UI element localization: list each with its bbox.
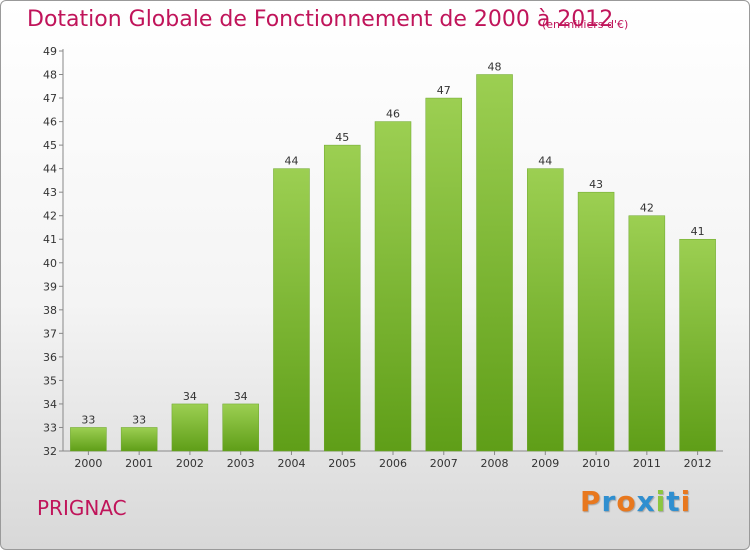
logo-letter: t (666, 485, 681, 518)
bar (70, 427, 107, 452)
chart-bars (70, 74, 716, 452)
bar (222, 403, 259, 452)
bar (425, 97, 463, 452)
bar (679, 238, 716, 452)
x-tick-label: 2003 (227, 457, 255, 470)
y-tick-label: 35 (43, 374, 57, 387)
x-tick-label: 2012 (684, 457, 712, 470)
y-tick-label: 32 (43, 445, 57, 458)
bar (628, 215, 666, 452)
bar-value-label: 41 (691, 225, 705, 238)
bar (171, 403, 209, 452)
y-tick-label: 34 (43, 398, 57, 411)
y-tick-label: 45 (43, 139, 57, 152)
commune-name: PRIGNAC (37, 496, 127, 520)
proxiti-logo[interactable]: Proxiti (580, 485, 691, 518)
bar (374, 121, 412, 452)
y-tick-label: 47 (43, 92, 57, 105)
bar (527, 168, 564, 452)
bar (323, 144, 361, 452)
y-tick-label: 41 (43, 233, 57, 246)
bar-value-label: 43 (589, 178, 603, 191)
y-tick-label: 38 (43, 304, 57, 317)
x-tick-label: 2010 (582, 457, 610, 470)
bar-value-label: 44 (284, 155, 298, 168)
bar (120, 427, 158, 452)
x-tick-label: 2011 (633, 457, 661, 470)
chart-subtitle: (en milliers d'€) (542, 18, 629, 31)
chart-title: Dotation Globale de Fonctionnement de 20… (27, 7, 614, 32)
x-tick-label: 2006 (379, 457, 407, 470)
bar-value-label: 45 (335, 131, 349, 144)
y-tick-label: 43 (43, 186, 57, 199)
y-tick-label: 39 (43, 280, 57, 293)
bar-value-label: 33 (132, 413, 146, 426)
bar-value-label: 33 (81, 413, 95, 426)
bar-value-label: 34 (183, 390, 197, 403)
x-tick-label: 2009 (531, 457, 559, 470)
x-tick-label: 2007 (430, 457, 458, 470)
y-tick-label: 40 (43, 257, 57, 270)
chart-labels: 2000 33 2001 33 2002 34 2003 34 2004 44 2005 45 2006… (74, 61, 711, 470)
x-tick-label: 2005 (328, 457, 356, 470)
x-tick-label: 2001 (125, 457, 153, 470)
y-tick-label: 46 (43, 116, 57, 129)
x-tick-label: 2000 (74, 457, 102, 470)
bar (273, 168, 310, 452)
bar-value-label: 44 (538, 155, 552, 168)
logo-letter: i (655, 485, 667, 518)
y-tick-label: 48 (43, 69, 57, 82)
y-tick-label: 33 (43, 421, 57, 434)
bar (577, 191, 615, 452)
y-tick-label: 44 (43, 163, 57, 176)
bar-value-label: 46 (386, 108, 400, 121)
bar-value-label: 48 (488, 61, 502, 74)
chart-axes: 32 33 34 35 36 37 38 39 40 41 42 43 44 45 46 47 48 49 (43, 45, 723, 458)
y-tick-label: 49 (43, 45, 57, 58)
logo-letter: r (601, 485, 617, 518)
bar-value-label: 34 (234, 390, 248, 403)
bar-value-label: 47 (437, 84, 451, 97)
bar (476, 74, 513, 452)
y-tick-label: 37 (43, 327, 57, 340)
logo-letter: i (680, 485, 692, 518)
x-tick-label: 2008 (481, 457, 509, 470)
logo-letter: x (636, 485, 656, 518)
y-tick-label: 36 (43, 351, 57, 364)
x-tick-label: 2002 (176, 457, 204, 470)
logo-letter: o (616, 485, 637, 518)
bar-value-label: 42 (640, 202, 654, 215)
logo-letter: P (580, 485, 602, 518)
x-tick-label: 2004 (277, 457, 305, 470)
y-tick-label: 42 (43, 210, 57, 223)
